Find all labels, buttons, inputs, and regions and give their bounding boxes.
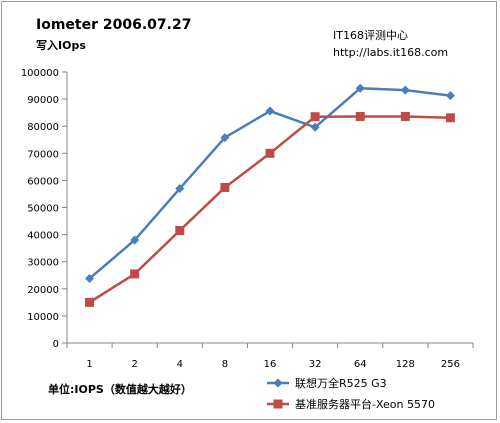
series-2 (85, 111, 455, 307)
x-tick-label: 2 (131, 359, 137, 370)
series-1 (85, 83, 455, 284)
data-point-diamond (85, 274, 95, 284)
data-point-square (273, 399, 283, 409)
source-name: IT168评测中心 (333, 29, 408, 42)
unit-note: 单位:IOPS（数值越大越好） (48, 383, 192, 396)
data-point-diamond (130, 235, 140, 245)
y-tick-label: 40000 (27, 231, 59, 242)
data-point-square (220, 182, 230, 192)
data-point-diamond (175, 184, 185, 194)
data-point-square (400, 111, 410, 121)
data-point-diamond (220, 133, 230, 143)
x-tick-label: 32 (309, 359, 322, 370)
y-tick-label: 0 (53, 339, 59, 350)
x-axis-ticks: 1 2 4 8 16 32 64 128 256 (66, 343, 474, 370)
legend-label: 联想万全R525 G3 (295, 376, 387, 390)
x-tick-label: 16 (264, 359, 277, 370)
x-tick-label: 1 (86, 359, 92, 370)
y-tick-label: 80000 (27, 122, 59, 133)
legend-item-1: 联想万全R525 G3 (267, 376, 387, 390)
x-tick-label: 64 (354, 359, 367, 370)
data-point-diamond (355, 83, 365, 93)
series-layer (85, 83, 455, 307)
y-tick-label: 70000 (27, 149, 59, 160)
chart-title: Iometer 2006.07.27 (36, 17, 192, 33)
data-point-square (130, 269, 140, 279)
y-tick-label: 100000 (21, 68, 59, 79)
x-tick-label: 128 (396, 359, 415, 370)
data-point-diamond (445, 91, 455, 101)
y-tick-label: 90000 (27, 95, 59, 106)
data-point-square (310, 112, 320, 122)
data-point-diamond (400, 85, 410, 95)
y-tick-label: 60000 (27, 176, 59, 187)
x-tick-label: 256 (441, 359, 460, 370)
chart-subtitle: 写入IOps (36, 39, 86, 52)
data-point-diamond (273, 378, 283, 388)
source-url: http://labs.it168.com (333, 46, 449, 59)
y-tick-label: 10000 (27, 312, 59, 323)
y-tick-label: 50000 (27, 204, 59, 215)
y-tick-label: 20000 (27, 285, 59, 296)
series-line (88, 115, 451, 304)
data-point-square (85, 297, 95, 307)
data-point-square (445, 113, 455, 123)
y-axis-ticks: 0 10000 20000 30000 40000 50000 60000 70000 8000… (21, 68, 67, 350)
data-point-square (175, 226, 185, 236)
data-point-diamond (265, 106, 275, 116)
data-point-diamond (310, 122, 320, 132)
legend-label: 基准服务器平台-Xeon 5570 (295, 397, 435, 411)
legend-item-2: 基准服务器平台-Xeon 5570 (267, 397, 435, 411)
x-tick-label: 4 (177, 359, 183, 370)
x-tick-label: 8 (222, 359, 228, 370)
data-point-square (265, 148, 275, 158)
data-point-square (355, 111, 365, 121)
legend: 联想万全R525 G3 基准服务器平台-Xeon 5570 (267, 376, 435, 411)
source-label: IT168评测中心 http://labs.it168.com (333, 27, 448, 61)
y-tick-label: 30000 (27, 258, 59, 269)
